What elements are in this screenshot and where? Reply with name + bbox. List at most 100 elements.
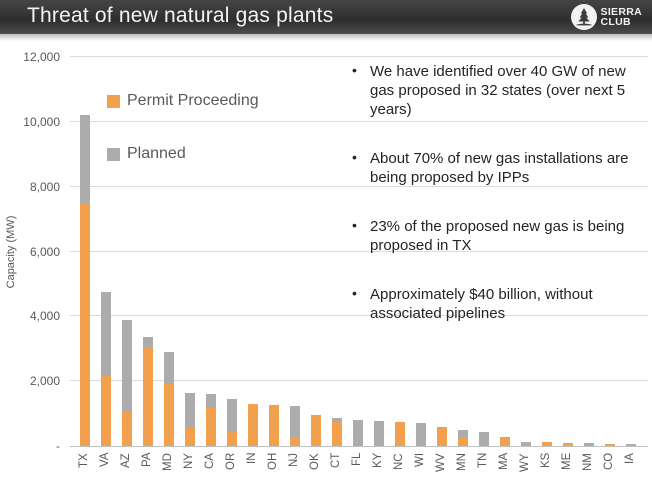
x-tick-label-NM: NM xyxy=(582,453,594,471)
bar-IA-planned xyxy=(626,444,636,446)
x-tick-label-WV: WV xyxy=(435,453,447,472)
bullet-item: • 23% of the proposed new gas is being pr… xyxy=(348,217,640,255)
x-tick-label-IA: IA xyxy=(624,453,636,464)
bar-CA-permit-proceeding xyxy=(206,407,216,446)
x-tick-label-OK: OK xyxy=(309,453,321,470)
bar-NY-planned xyxy=(185,392,195,427)
bar-NM-planned xyxy=(584,443,594,446)
bar-TX-permit-proceeding xyxy=(80,202,90,446)
bar-PA-permit-proceeding xyxy=(143,347,153,446)
x-tick-label-AZ: AZ xyxy=(120,453,132,468)
x-tick-label-CT: CT xyxy=(330,453,342,469)
x-tick-label-VA: VA xyxy=(99,453,111,468)
bar-WV-permit-proceeding xyxy=(437,426,447,446)
bar-CA-planned xyxy=(206,394,216,408)
bullet-list: • We have identified over 40 GW of new ga… xyxy=(348,62,648,353)
x-tick-label-NY: NY xyxy=(183,453,195,469)
bar-MN-permit-proceeding xyxy=(458,436,468,446)
x-tick-label-TX: TX xyxy=(78,453,90,468)
bar-TX-planned xyxy=(80,115,90,203)
x-tick-label-CA: CA xyxy=(204,453,216,469)
x-tick-label-MA: MA xyxy=(498,453,510,471)
gridline xyxy=(70,120,648,122)
bullet-item: • Approximately $40 billion, without asso… xyxy=(348,285,640,323)
x-tick-label-TN: TN xyxy=(477,453,489,469)
gridline xyxy=(70,56,648,57)
bullet-text: Approximately $40 billion, without assoc… xyxy=(370,286,593,322)
x-tick-label-CO: CO xyxy=(603,453,615,471)
bar-NC-permit-proceeding xyxy=(395,422,405,446)
y-tick-label: 4,000 xyxy=(29,309,60,324)
logo-text-line2: CLUB xyxy=(600,16,631,28)
bar-OK-permit-proceeding xyxy=(311,415,321,446)
y-tick-label: 6,000 xyxy=(29,244,60,259)
sierra-club-logo: SIERRA CLUB xyxy=(570,4,642,30)
x-tick-label-PA: PA xyxy=(141,453,153,468)
bar-KS-permit-proceeding xyxy=(542,442,552,446)
logo-text: SIERRA CLUB xyxy=(600,6,642,28)
legend-item-permit-proceeding: Permit Proceeding xyxy=(107,92,259,110)
bar-OR-permit-proceeding xyxy=(227,432,237,446)
bullet-marker-icon: • xyxy=(352,149,357,165)
bullet-marker-icon: • xyxy=(352,62,357,78)
bar-FL-planned xyxy=(353,420,363,446)
bar-WI-planned xyxy=(416,422,426,446)
gridline xyxy=(70,380,648,382)
bar-CT-permit-proceeding xyxy=(332,421,342,446)
bar-WY-planned xyxy=(521,442,531,446)
header-bar: Threat of new natural gas plants SIERRA … xyxy=(0,0,652,34)
bar-MA-permit-proceeding xyxy=(500,436,510,446)
bar-AZ-planned xyxy=(122,319,132,412)
bar-MD-permit-proceeding xyxy=(164,384,174,446)
bar-TN-planned xyxy=(479,432,489,446)
bar-OH-permit-proceeding xyxy=(269,404,279,446)
x-tick-label-NC: NC xyxy=(393,453,405,470)
y-tick-label: 12,000 xyxy=(23,50,60,64)
x-tick-label-OH: OH xyxy=(267,453,279,471)
x-tick-label-NJ: NJ xyxy=(288,453,300,468)
capacity-bar-chart: Capacity (MW) -2,000 4,000 6,000 8,000 10,00… xyxy=(0,40,652,489)
bar-NY-permit-proceeding xyxy=(185,426,195,446)
gridline xyxy=(70,250,648,252)
permit-proceeding-swatch-icon xyxy=(107,94,120,108)
logo-text-line1: SIERRA xyxy=(600,6,642,18)
tree-icon xyxy=(570,4,597,30)
bullet-item: • About 70% of new gas installations are … xyxy=(348,149,640,187)
bullet-text: We have identified over 40 GW of new gas… xyxy=(370,63,626,118)
bar-OR-planned xyxy=(227,399,237,433)
bar-PA-planned xyxy=(143,337,153,348)
y-tick-label: 10,000 xyxy=(23,114,60,129)
y-tick-label: - xyxy=(56,439,60,453)
bullet-text: About 70% of new gas installations are b… xyxy=(370,150,629,186)
x-tick-label-IN: IN xyxy=(246,453,258,465)
x-tick-label-KY: KY xyxy=(372,453,384,469)
bar-KY-planned xyxy=(374,420,384,446)
x-tick-label-WY: WY xyxy=(519,453,531,472)
bar-NJ-planned xyxy=(290,405,300,437)
x-tick-label-FL: FL xyxy=(351,453,363,467)
gridline xyxy=(70,315,648,317)
page-title: Threat of new natural gas plants xyxy=(27,4,334,27)
x-tick-label-WI: WI xyxy=(414,453,426,468)
bar-CO-permit-proceeding xyxy=(605,444,615,446)
bullet-item: • We have identified over 40 GW of new ga… xyxy=(348,62,640,119)
plot-area xyxy=(70,56,648,447)
planned-swatch-icon xyxy=(107,147,120,161)
x-tick-label-MD: MD xyxy=(162,453,174,471)
bar-VA-permit-proceeding xyxy=(101,376,111,446)
bar-ME-permit-proceeding xyxy=(563,442,573,446)
gridline xyxy=(70,185,648,187)
header-divider xyxy=(0,34,652,41)
x-tick-label-ME: ME xyxy=(561,453,573,471)
bar-IN-permit-proceeding xyxy=(248,403,258,446)
legend-item-planned: Planned xyxy=(107,145,186,163)
bullet-marker-icon: • xyxy=(352,285,357,301)
x-tick-label-KS: KS xyxy=(540,453,552,469)
bar-MD-planned xyxy=(164,352,174,385)
bar-AZ-permit-proceeding xyxy=(122,411,132,446)
legend-label-planned: Planned xyxy=(127,145,186,162)
bar-CT-planned xyxy=(332,417,342,422)
bullet-text: 23% of the proposed new gas is being pro… xyxy=(370,218,625,254)
y-tick-label: 8,000 xyxy=(29,179,60,194)
